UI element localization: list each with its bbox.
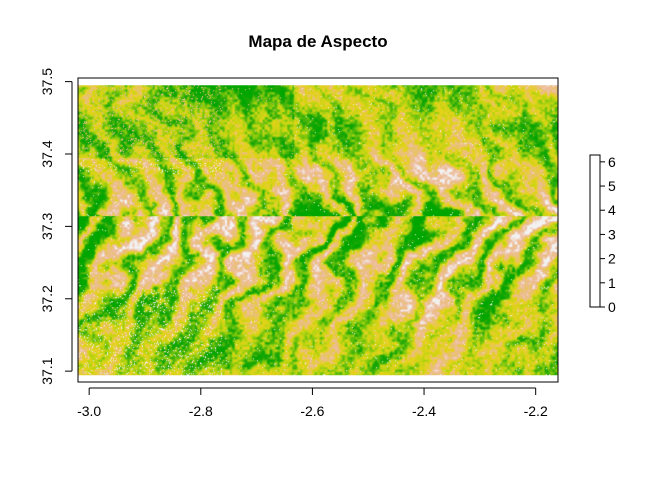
legend-color-bar — [589, 154, 601, 308]
y-tick-label: 37.3 — [39, 213, 55, 240]
chart-title: Mapa de Aspecto — [248, 32, 387, 51]
legend-tick-label: 6 — [608, 154, 616, 170]
y-tick-label: 37.5 — [39, 68, 55, 95]
legend-tick-label: 5 — [608, 178, 616, 194]
legend-tick-label: 3 — [608, 226, 616, 242]
legend-tick-label: 4 — [608, 202, 616, 218]
legend-tick-label: 0 — [608, 299, 616, 315]
aspect-raster — [78, 85, 558, 376]
x-tick-label: -2.6 — [300, 403, 324, 419]
x-tick-label: -2.8 — [189, 403, 213, 419]
y-tick-label: 37.4 — [39, 140, 55, 167]
x-tick-label: -2.2 — [524, 403, 548, 419]
legend-tick-label: 1 — [608, 275, 616, 291]
color-legend: 0 1 2 3 4 5 6 — [589, 154, 616, 315]
x-tick-label: -2.4 — [412, 403, 436, 419]
x-axis: -3.0 -2.8 -2.6 -2.4 -2.2 — [77, 387, 548, 419]
aspect-raster-image — [78, 85, 558, 376]
y-tick-label: 37.1 — [39, 357, 55, 384]
y-axis: 37.1 37.2 37.3 37.4 37.5 — [39, 68, 73, 385]
x-tick-label: -3.0 — [77, 403, 101, 419]
legend-tick-label: 2 — [608, 251, 616, 267]
y-tick-label: 37.2 — [39, 285, 55, 312]
plot-frame — [77, 77, 559, 383]
